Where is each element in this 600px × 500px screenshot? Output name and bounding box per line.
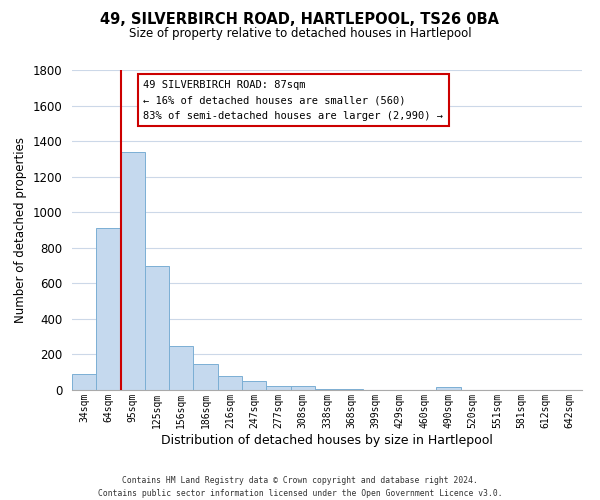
Bar [290, 386, 315, 390]
Text: 49, SILVERBIRCH ROAD, HARTLEPOOL, TS26 0BA: 49, SILVERBIRCH ROAD, HARTLEPOOL, TS26 0… [101, 12, 499, 28]
Bar [315, 389, 339, 390]
Text: Contains HM Land Registry data © Crown copyright and database right 2024.
Contai: Contains HM Land Registry data © Crown c… [98, 476, 502, 498]
X-axis label: Distribution of detached houses by size in Hartlepool: Distribution of detached houses by size … [161, 434, 493, 446]
Text: Size of property relative to detached houses in Hartlepool: Size of property relative to detached ho… [128, 28, 472, 40]
Bar [218, 376, 242, 390]
Text: 49 SILVERBIRCH ROAD: 87sqm
← 16% of detached houses are smaller (560)
83% of sem: 49 SILVERBIRCH ROAD: 87sqm ← 16% of deta… [143, 80, 443, 121]
Bar [242, 381, 266, 390]
Bar [169, 346, 193, 390]
Bar [339, 389, 364, 390]
Bar [266, 386, 290, 390]
Bar [145, 266, 169, 390]
Bar [72, 374, 96, 390]
Bar [121, 152, 145, 390]
Bar [193, 364, 218, 390]
Y-axis label: Number of detached properties: Number of detached properties [14, 137, 27, 323]
Bar [96, 228, 121, 390]
Bar [436, 388, 461, 390]
